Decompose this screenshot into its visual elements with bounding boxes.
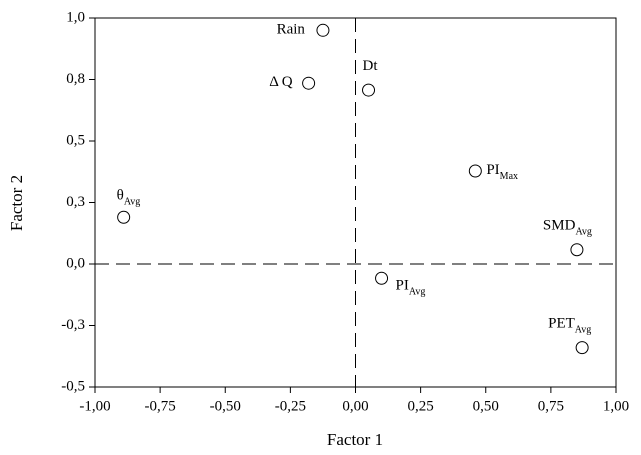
x-tick-label: 0,75 [538, 398, 564, 414]
point-label: θAvg [117, 188, 141, 208]
y-tick-label: 0,0 [66, 255, 85, 271]
point [570, 243, 584, 257]
point-label-subscript: Avg [124, 197, 140, 208]
point [362, 83, 376, 97]
point-label-subscript: Avg [409, 287, 425, 298]
point-label: PETAvg [548, 316, 591, 336]
y-tick-label: 0,8 [66, 71, 85, 87]
x-tick-label: -0,75 [145, 398, 176, 414]
point-label-text: Rain [277, 22, 306, 38]
y-tick-label: 1,0 [66, 9, 85, 25]
point-label-text: PI [486, 162, 499, 178]
point-label: PIAvg [396, 278, 426, 298]
y-tick-label: -0,5 [61, 378, 85, 394]
point [375, 271, 389, 285]
x-tick-label: -1,00 [79, 398, 110, 414]
x-axis-label: Factor 1 [327, 430, 383, 449]
point [316, 23, 330, 37]
x-tick-label: 1,00 [603, 398, 629, 414]
x-tick-label: 0,00 [342, 398, 368, 414]
point [575, 341, 589, 355]
point-label-text: Δ Q [269, 75, 293, 91]
point-label-text: θ [117, 188, 124, 204]
point [302, 76, 316, 90]
point-label: Δ Q [269, 75, 293, 91]
point-label-text: SMD [543, 218, 576, 234]
point-label-subscript: Avg [575, 227, 591, 238]
point-label-subscript: Max [500, 171, 518, 182]
x-tick-label: 0,50 [473, 398, 499, 414]
point-label-text: PI [396, 278, 409, 294]
y-tick-label: 0,5 [66, 132, 85, 148]
x-tick-label: 0,25 [408, 398, 434, 414]
point-label-text: PET [548, 316, 575, 332]
y-tick-label: -0,3 [61, 317, 85, 333]
y-axis-label: Factor 2 [7, 175, 26, 231]
point-label-subscript: Avg [575, 325, 591, 336]
x-tick-label: -0,25 [275, 398, 306, 414]
x-tick-label: -0,50 [210, 398, 241, 414]
point-label: Rain [277, 22, 306, 38]
point-label: PIMax [486, 162, 518, 182]
point [468, 164, 482, 178]
point-label-text: Dt [363, 59, 379, 75]
y-tick-label: 0,3 [66, 194, 85, 210]
point [117, 210, 131, 224]
point-label: Dt [363, 59, 379, 75]
point-label: SMDAvg [543, 218, 592, 238]
